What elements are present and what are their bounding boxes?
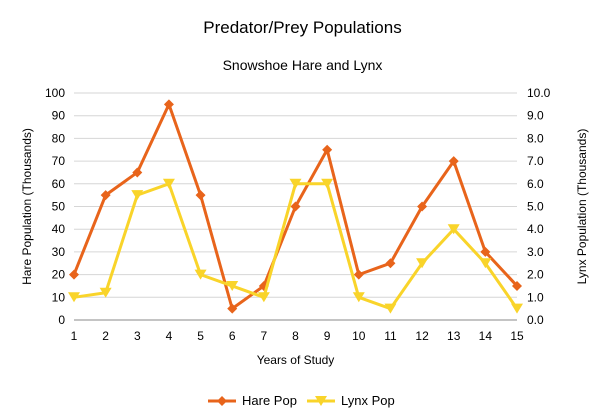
lynx-point: [257, 292, 270, 303]
hare-point: [322, 144, 333, 155]
y-left-tick-label: 30: [52, 245, 66, 259]
x-axis-label: Years of Study: [257, 353, 335, 367]
y-right-tick-label: 3.0: [527, 245, 544, 259]
x-tick-label: 5: [197, 329, 204, 343]
lynx-point: [447, 224, 460, 235]
y-right-tick-label: 9.0: [527, 109, 544, 123]
x-tick-label: 14: [479, 329, 493, 343]
x-tick-label: 4: [166, 329, 173, 343]
lynx-point: [226, 280, 239, 291]
x-tick-label: 15: [510, 329, 524, 343]
hare-point: [417, 201, 428, 212]
legend-lynx-label: Lynx Pop: [341, 393, 395, 408]
lynx-point: [131, 190, 144, 201]
y-left-tick-label: 60: [52, 177, 66, 191]
x-tick-label: 1: [71, 329, 78, 343]
lynx-point: [289, 178, 302, 189]
lynx-point: [99, 287, 112, 298]
gridlines: [74, 92, 517, 321]
hare-point: [512, 280, 522, 291]
hare-point: [69, 269, 79, 280]
x-tick-label: 2: [102, 329, 109, 343]
y-axis-label-right: Lynx Population (Thousands): [575, 129, 589, 285]
legend-hare-swatch: [208, 395, 236, 406]
hare-point: [353, 269, 364, 280]
x-tick-label: 10: [352, 329, 366, 343]
lynx-point: [162, 178, 175, 189]
x-tick-label: 3: [134, 329, 141, 343]
y-left-tick-label: 100: [45, 86, 65, 100]
y-left-tick-label: 40: [52, 222, 66, 236]
y-right-tick-label: 6.0: [527, 177, 544, 191]
y-left-tick-label: 0: [58, 313, 65, 327]
series: [68, 99, 523, 314]
y-left-tick-label: 50: [52, 200, 66, 214]
legend-item-hare: Hare Pop: [207, 393, 297, 408]
lynx-point: [68, 292, 80, 303]
hare-point: [480, 246, 491, 257]
hare-point: [163, 99, 174, 110]
hare-point: [290, 201, 301, 212]
y-right-tick-label: 8.0: [527, 131, 544, 145]
y-left-tick-label: 70: [52, 154, 66, 168]
legend-hare-label: Hare Pop: [242, 393, 297, 408]
hare-point: [385, 258, 396, 269]
lynx-point: [416, 258, 429, 269]
y-right-tick-label: 0.0: [527, 313, 544, 327]
y-left-tick-label: 20: [52, 268, 66, 282]
lynx-point: [384, 303, 397, 314]
x-tick-label: 12: [415, 329, 429, 343]
y-right-tick-label: 2.0: [527, 268, 544, 282]
x-tick-label: 13: [447, 329, 461, 343]
chart-subtitle: Snowshoe Hare and Lynx: [222, 57, 383, 73]
lynx-point: [321, 178, 334, 189]
y-right-tick-label: 1.0: [527, 290, 544, 304]
x-tick-label: 9: [324, 329, 331, 343]
chart-title: Predator/Prey Populations: [203, 18, 402, 37]
hare-point: [227, 303, 238, 314]
lynx-point: [352, 292, 365, 303]
legend: Hare Pop Lynx Pop: [0, 393, 605, 411]
y-right-tick-label: 5.0: [527, 200, 544, 214]
hare-point: [100, 190, 111, 201]
lynx-point: [511, 303, 523, 314]
lynx-point: [194, 269, 207, 280]
y-left-tick-label: 10: [52, 290, 66, 304]
y-right-tick-label: 10.0: [527, 86, 551, 100]
axes: 0 0.0 10 1.0 20 2.0 30 3.0 40 4.0 50 5.0 60 6.0 70 7.0 8…: [20, 86, 589, 367]
y-left-tick-label: 90: [52, 109, 66, 123]
legend-lynx-swatch: [307, 395, 335, 406]
hare-point: [132, 167, 143, 178]
x-tick-label: 11: [384, 329, 397, 343]
y-left-tick-label: 80: [52, 131, 66, 145]
x-tick-label: 7: [261, 329, 268, 343]
hare-point: [448, 156, 459, 167]
hare-point: [195, 190, 206, 201]
lynx-point: [479, 258, 492, 269]
x-tick-label: 6: [229, 329, 236, 343]
y-axis-label-left: Hare Population (Thousands): [20, 128, 34, 285]
x-tick-label: 8: [292, 329, 299, 343]
y-right-tick-label: 4.0: [527, 222, 544, 236]
y-right-tick-label: 7.0: [527, 154, 544, 168]
legend-item-lynx: Lynx Pop: [306, 393, 395, 408]
